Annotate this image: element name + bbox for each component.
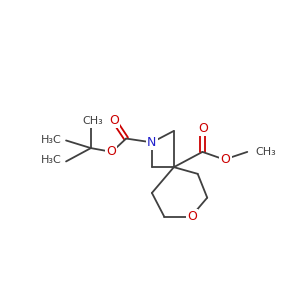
Text: O: O [109,114,119,127]
Text: H₃C: H₃C [40,155,61,166]
Text: O: O [199,122,208,135]
Text: CH₃: CH₃ [255,147,276,157]
Text: O: O [220,153,230,166]
Text: H₃C: H₃C [40,134,61,145]
Text: O: O [106,146,116,158]
Text: N: N [147,136,157,149]
Text: O: O [187,210,197,223]
Text: CH₃: CH₃ [82,116,103,126]
